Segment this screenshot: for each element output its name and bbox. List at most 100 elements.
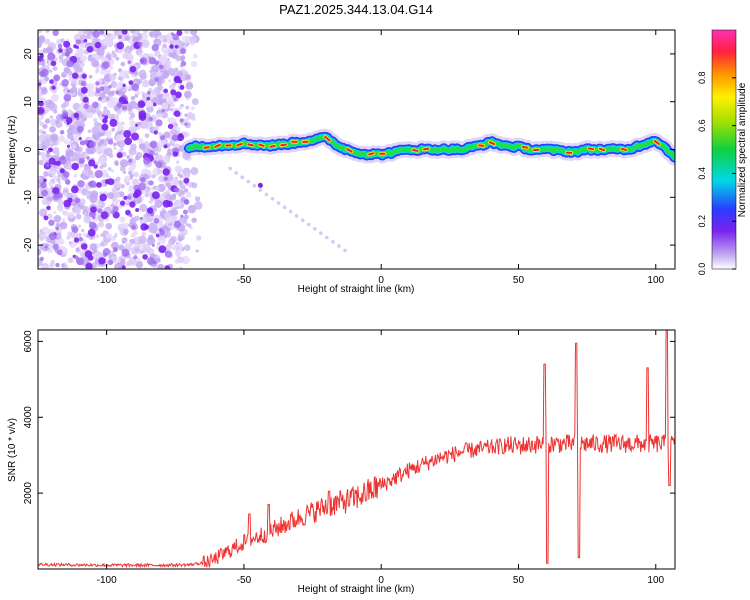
noise-point bbox=[135, 123, 139, 127]
noise-point bbox=[40, 116, 44, 120]
noise-point bbox=[185, 223, 189, 227]
noise-point bbox=[74, 255, 79, 260]
noise-point bbox=[172, 140, 176, 145]
spectrogram-xtick-label: -50 bbox=[237, 275, 252, 286]
noise-point bbox=[39, 129, 44, 134]
noise-point bbox=[116, 41, 125, 50]
noise-point bbox=[73, 112, 80, 119]
ridge-peak bbox=[346, 148, 353, 153]
noise-point bbox=[55, 86, 60, 90]
noise-point bbox=[122, 83, 126, 88]
noise-point bbox=[71, 185, 79, 194]
noise-point bbox=[185, 75, 190, 80]
noise-point bbox=[184, 244, 191, 251]
noise-point bbox=[136, 257, 141, 262]
ridge-peak bbox=[236, 142, 243, 147]
noise-point bbox=[288, 209, 293, 214]
noise-point bbox=[86, 111, 94, 119]
noise-point bbox=[107, 178, 115, 186]
noise-point bbox=[165, 243, 173, 251]
noise-point bbox=[74, 197, 81, 204]
noise-point bbox=[44, 118, 50, 124]
noise-point bbox=[182, 209, 188, 215]
noise-point bbox=[139, 57, 148, 65]
noise-point bbox=[118, 244, 125, 251]
noise-point bbox=[148, 57, 157, 65]
noise-point bbox=[139, 250, 144, 254]
noise-point bbox=[96, 182, 102, 188]
noise-point bbox=[102, 61, 110, 69]
noise-point bbox=[38, 176, 41, 181]
noise-point bbox=[66, 235, 71, 240]
noise-point bbox=[282, 205, 287, 210]
noise-point bbox=[42, 61, 46, 65]
noise-point bbox=[228, 166, 232, 171]
noise-point bbox=[92, 30, 100, 38]
noise-point bbox=[134, 247, 140, 252]
noise-point bbox=[63, 101, 69, 107]
figure-title: PAZ1.2025.344.13.04.G14 bbox=[279, 2, 433, 17]
noise-point bbox=[121, 265, 126, 269]
noise-point bbox=[138, 69, 147, 78]
noise-point bbox=[101, 114, 106, 118]
noise-point bbox=[99, 86, 105, 91]
noise-point bbox=[173, 97, 177, 102]
noise-point bbox=[51, 175, 58, 181]
noise-point bbox=[81, 243, 88, 250]
noise-point bbox=[187, 205, 197, 214]
noise-point bbox=[50, 60, 57, 67]
noise-point bbox=[184, 43, 189, 48]
ridge-peak bbox=[488, 141, 496, 146]
noise-point bbox=[110, 169, 114, 173]
noise-point bbox=[66, 47, 73, 54]
noise-point bbox=[119, 216, 126, 223]
noise-point bbox=[124, 137, 133, 146]
noise-point bbox=[126, 45, 130, 50]
noise-point bbox=[93, 164, 98, 169]
noise-point bbox=[270, 196, 275, 201]
noise-point bbox=[276, 201, 281, 205]
noise-point bbox=[43, 178, 47, 183]
noise-point bbox=[60, 38, 65, 43]
noise-point bbox=[95, 88, 101, 94]
noise-point bbox=[103, 252, 108, 257]
noise-point bbox=[50, 118, 58, 126]
noise-point bbox=[177, 237, 183, 242]
noise-point bbox=[78, 237, 83, 242]
noise-point bbox=[313, 227, 317, 231]
noise-point bbox=[121, 30, 128, 35]
noise-point bbox=[73, 237, 80, 243]
noise-point bbox=[171, 134, 179, 141]
noise-point bbox=[91, 262, 98, 269]
noise-point bbox=[65, 150, 74, 159]
noise-point bbox=[138, 113, 147, 121]
noise-point bbox=[69, 156, 74, 160]
noise-point bbox=[258, 188, 263, 192]
noise-point bbox=[178, 266, 183, 269]
ridge-peak bbox=[620, 147, 628, 151]
noise-point bbox=[161, 73, 168, 79]
noise-point bbox=[149, 150, 155, 156]
noise-point bbox=[129, 174, 134, 179]
noise-point bbox=[151, 191, 160, 200]
noise-point bbox=[55, 119, 60, 125]
noise-point bbox=[178, 106, 182, 111]
noise-point bbox=[155, 119, 163, 127]
noise-point bbox=[75, 45, 80, 49]
noise-point bbox=[77, 224, 82, 228]
noise-point bbox=[119, 159, 129, 168]
noise-point bbox=[148, 199, 154, 204]
noise-point bbox=[155, 161, 163, 169]
spectrogram-ytick-label: 0 bbox=[23, 146, 34, 152]
noise-point bbox=[78, 75, 82, 79]
noise-point bbox=[168, 238, 176, 246]
ridge-peak bbox=[203, 146, 210, 149]
noise-point bbox=[164, 250, 173, 258]
noise-point bbox=[108, 53, 112, 58]
noise-point bbox=[159, 229, 166, 236]
noise-point bbox=[131, 132, 140, 141]
noise-point bbox=[83, 139, 89, 145]
noise-point bbox=[172, 39, 180, 47]
noise-point bbox=[134, 242, 139, 248]
noise-point bbox=[97, 96, 102, 101]
